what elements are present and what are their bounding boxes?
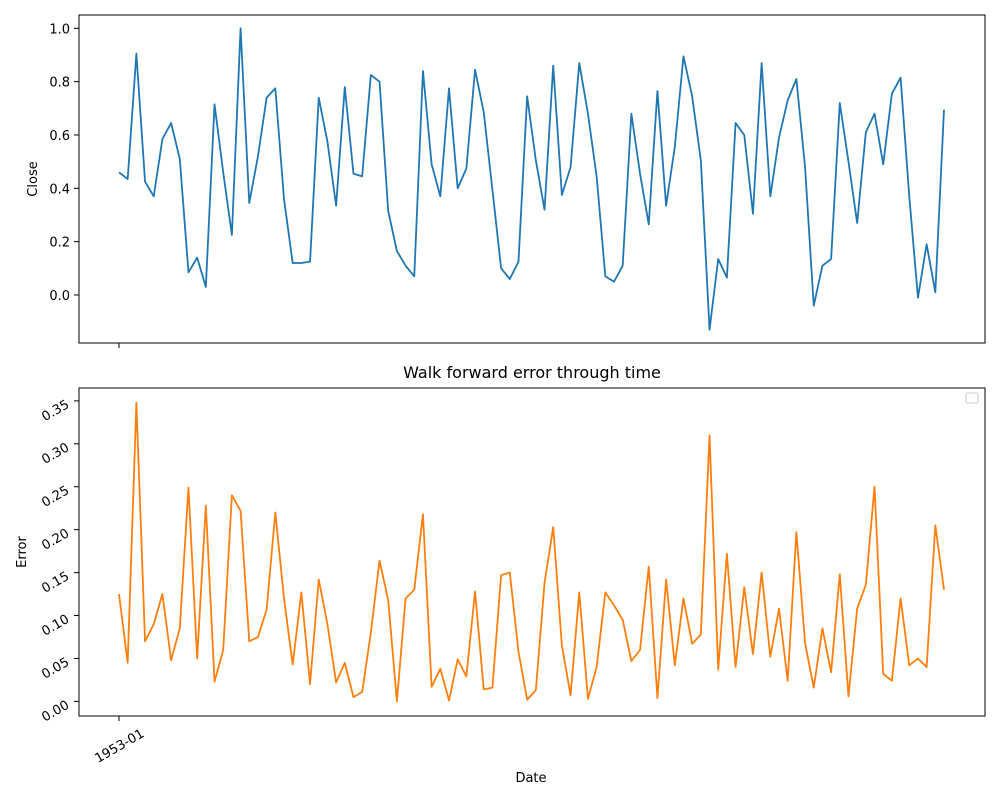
close-series-group bbox=[118, 27, 945, 331]
close-y-tick-label: 0.0 bbox=[49, 289, 70, 304]
close-series-line bbox=[118, 27, 945, 331]
close-chart: 0.0 0.2 0.4 0.6 0.8 1.0 Close bbox=[26, 14, 986, 348]
close-y-tick-label: 0.4 bbox=[49, 182, 70, 197]
close-y-axis-label: Close bbox=[26, 161, 41, 196]
error-series-line bbox=[118, 401, 945, 703]
error-x-axis-label: Date bbox=[515, 771, 546, 786]
close-y-tick-label: 0.8 bbox=[49, 76, 70, 91]
error-plot-area bbox=[78, 387, 986, 717]
close-y-tick-label: 0.6 bbox=[49, 129, 70, 144]
close-y-tick-label: 1.0 bbox=[49, 22, 70, 37]
close-y-tick-label: 0.2 bbox=[49, 236, 70, 251]
close-plot-area bbox=[78, 14, 986, 344]
error-y-axis-label: Error bbox=[15, 536, 30, 568]
error-series-group bbox=[118, 401, 945, 703]
error-chart-title: Walk forward error through time bbox=[403, 363, 661, 382]
close-y-ticks: 0.0 0.2 0.4 0.6 0.8 1.0 bbox=[49, 22, 79, 304]
legend-box[interactable] bbox=[965, 392, 979, 404]
